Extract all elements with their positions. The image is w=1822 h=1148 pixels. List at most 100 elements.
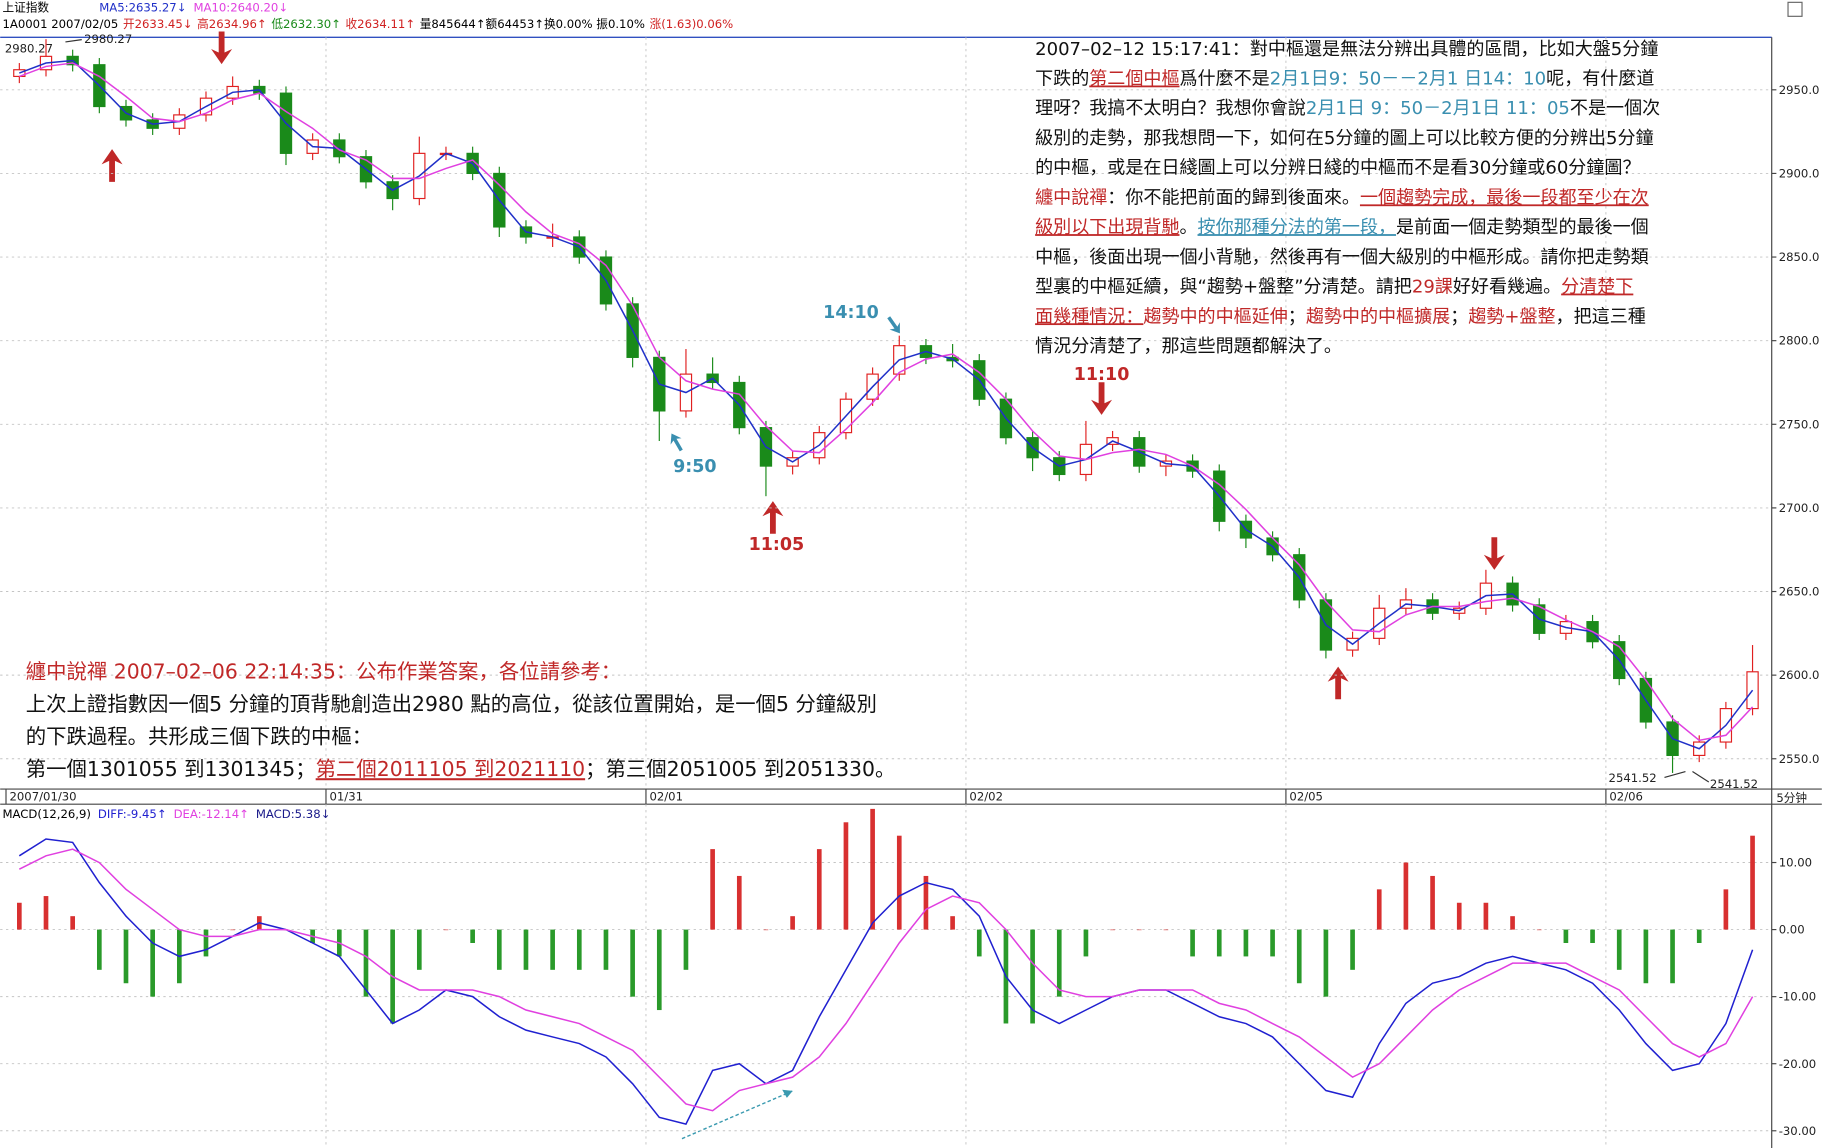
histogram-bar [603, 929, 609, 970]
x-tick-label: 02/02 [969, 790, 1003, 804]
legend-entry: MA10:2640.20↓ [193, 1, 288, 15]
histogram-bar [416, 929, 422, 970]
commentary-text: 第一個1301055 到1301345； [26, 757, 316, 781]
y-tick-label: -30.00 [1779, 1124, 1817, 1138]
commentary-text: 。 [1179, 217, 1197, 238]
commentary-text: 的中樞，或是在日綫圖上可以分辨日綫的中樞而不是看30分鐘或60分鐘圖？ [1035, 158, 1640, 179]
y-tick-label: 10.00 [1779, 856, 1812, 870]
commentary-line: 纏中說禪：你不能把前面的歸到後面來。一個趨勢完成，最後一段都至少在次 [1035, 187, 1649, 208]
histogram-bar [1750, 835, 1755, 930]
indicator-line [19, 59, 1754, 750]
quote-field: 涨(1.63)0.06% [650, 17, 734, 31]
commentary-text: 纏中說禪 2007–02–06 22:14:35：公布作業答案，各位請參考： [26, 659, 621, 683]
histogram-bar [203, 929, 209, 957]
legend-entry: DEA:-12.14↑ [174, 807, 249, 821]
leader-line [1692, 771, 1710, 783]
histogram-bar [763, 929, 769, 931]
histogram-bar [1323, 929, 1329, 997]
time-label: 9:50 [673, 457, 716, 477]
commentary-text: 29課 [1412, 277, 1453, 298]
histogram-bar [1030, 929, 1035, 1024]
leader-line [65, 39, 82, 43]
histogram-bar [1083, 929, 1089, 957]
commentary-text: 中樞，後面出現一個小背馳，然後再有一個大級別的中樞形成。請你把走勢類 [1035, 247, 1649, 268]
legend-entry: MACD:5.38↓ [256, 807, 330, 821]
quote-info: 1A0001 2007/02/05 开2633.45↓ 高2634.96↑ 低2632… [3, 17, 734, 31]
histogram-bar [1696, 929, 1702, 943]
histogram-bar [123, 929, 129, 984]
macd-legend: MACD(12,26,9) DIFF:-9.45↑ DEA:-12.14↑ MACD:… [3, 807, 331, 821]
histogram-bar [1376, 889, 1382, 930]
window-icon[interactable] [1787, 1, 1803, 17]
histogram-bar [443, 929, 449, 931]
y-tick-label: 2650.0 [1779, 585, 1820, 599]
extreme-label: 2541.52 [1609, 771, 1657, 785]
commentary-text: 2007–02–12 15:17:41：對中樞還是無法分辨出具體的區間，比如大盤… [1035, 39, 1658, 60]
quote-field: 高2634.96↑ [197, 17, 267, 31]
commentary-text: 趨勢中的中樞擴展 [1306, 306, 1450, 327]
histogram-bar [1056, 929, 1062, 997]
histogram-bar [1536, 929, 1542, 931]
histogram-bar [1216, 929, 1222, 957]
commentary-text: 好好看幾遍。 [1453, 277, 1561, 298]
commentary-text: 2月1日9：50－－2月1 日14：10 [1270, 68, 1546, 89]
x-tick-label: 02/06 [1609, 790, 1643, 804]
leader-line [1664, 770, 1686, 778]
x-tick-label: 02/05 [1289, 790, 1323, 804]
commentary-text: ； [1450, 306, 1468, 327]
commentary-text: ：你不能把前面的歸到後面來。 [1107, 187, 1360, 208]
histogram-bar [1190, 929, 1195, 957]
histogram-bar [1270, 929, 1275, 957]
histogram-bar [950, 916, 955, 930]
commentary-line: 第一個1301055 到1301345；第二個2011105 到2021110；… [26, 757, 896, 781]
histogram-bar [576, 929, 582, 970]
x-tick-label: 01/31 [329, 790, 363, 804]
quote-field: 开2633.45↓ [123, 17, 193, 31]
histogram-bar [1563, 929, 1569, 943]
histogram-bar [1163, 929, 1169, 931]
commentary-text: 級別以下出現背馳 [1035, 217, 1179, 238]
histogram-bar [1643, 929, 1649, 984]
time-label: 14:10 [823, 303, 879, 323]
y-tick-label: 2950.0 [1779, 83, 1820, 97]
histogram-bar [150, 929, 155, 997]
histogram-bar [1456, 902, 1462, 930]
commentary-line: 中樞，後面出現一個小背馳，然後再有一個大級別的中樞形成。請你把走勢類 [1035, 247, 1649, 268]
histogram-bar [230, 929, 235, 931]
y-tick-label: 0.00 [1779, 923, 1805, 937]
histogram-bar [1616, 929, 1622, 970]
commentary-text: 上次上證指數因一個5 分鐘的頂背馳創造出2980 點的高位，從該位置開始，是一個… [26, 692, 877, 716]
y-tick-label: 2900.0 [1779, 167, 1820, 181]
histogram-bar [923, 875, 929, 930]
histogram-bar [843, 822, 849, 930]
y-tick-label: 2800.0 [1779, 334, 1820, 348]
commentary-text: 是前面一個走勢類型的最後一個 [1396, 217, 1649, 238]
commentary-text: 級別的走勢，那我想問一下，如何在5分鐘的圖上可以比較方便的分辨出5分鐘 [1035, 128, 1654, 149]
commentary-line: 面幾種情況：趨勢中的中樞延伸；趨勢中的中樞擴展；趨勢+盤整，把這三種 [1035, 306, 1646, 327]
quote-field: 低2632.30↑ [271, 17, 341, 31]
histogram-bar [523, 929, 529, 970]
commentary-text: 第二個2011105 到2021110 [316, 757, 585, 781]
chart-title: 上证指数 [3, 1, 50, 15]
commentary-text: ； [1288, 306, 1306, 327]
commentary-text: 纏中說禪 [1035, 187, 1107, 208]
y-tick-label: 2750.0 [1779, 417, 1820, 431]
commentary-line: 級別的走勢，那我想問一下，如何在5分鐘的圖上可以比較方便的分辨出5分鐘 [1035, 128, 1654, 149]
commentary-text: 按你那種分法的第一段， [1198, 217, 1397, 238]
commentary-text: 第二個中樞 [1089, 68, 1179, 89]
legend-entry: MA5:2635.27↓ [99, 1, 186, 15]
commentary-line: 下跌的第二個中樞爲什麼不是2月1日9：50－－2月1 日14：10呢，有什麼道 [1035, 68, 1654, 89]
histogram-bar [976, 929, 982, 957]
histogram-bar [1243, 929, 1249, 957]
indicator-line [18, 838, 1754, 1125]
histogram-bar [1350, 929, 1355, 970]
y-tick-label: 2700.0 [1779, 501, 1820, 515]
histogram-bar [1723, 889, 1729, 930]
histogram-bar [1403, 862, 1409, 930]
commentary-text: 呢，有什麼道 [1546, 68, 1654, 89]
time-label: 11:10 [1074, 365, 1130, 385]
quote-field: 收2634.11↑ [346, 17, 416, 31]
histogram-bar [550, 929, 555, 970]
histogram-bar [470, 929, 475, 943]
